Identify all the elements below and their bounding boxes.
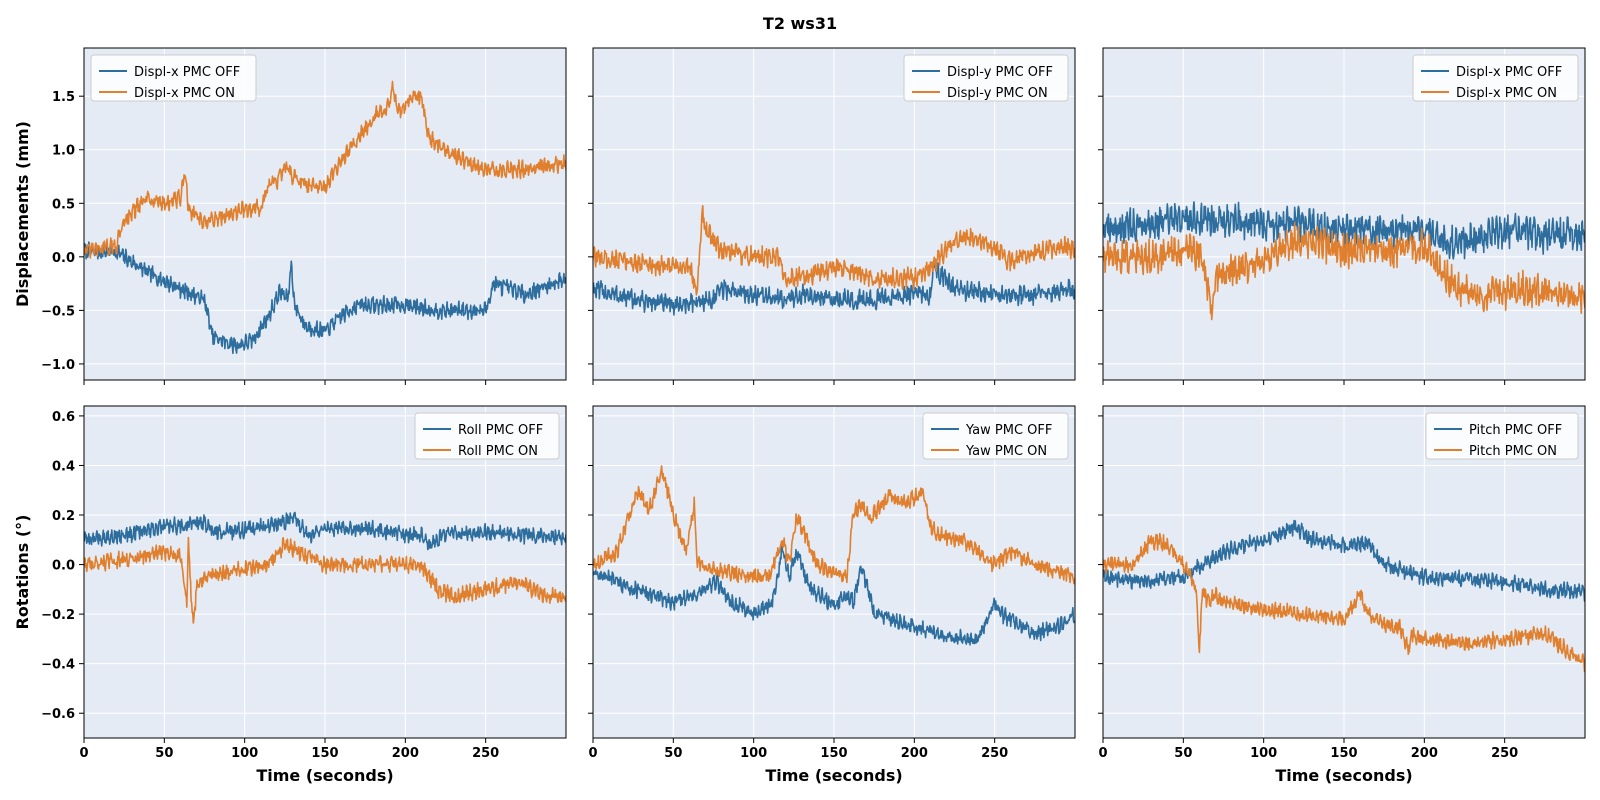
legend-label: Yaw PMC ON (965, 444, 1047, 459)
legend: Displ-x PMC OFF Displ-x PMC ON (1412, 54, 1579, 102)
plot-frame (83, 405, 567, 739)
y-tick-label: 1.5 (52, 90, 75, 105)
y-tick-label: 0.0 (52, 251, 75, 266)
legend-label: Displ-y PMC ON (947, 86, 1048, 101)
subplot-bottom-left: 0 50 100 150 200 250 −0.6 −0.4 −0.2 0.0 0.2 0.4 0.6 T… (13, 405, 567, 785)
x-tick-label: 200 (1411, 746, 1438, 761)
series-line-off (593, 260, 1075, 316)
legend-label: Displ-x PMC ON (134, 86, 235, 101)
x-axis-label: Time (seconds) (1275, 766, 1412, 785)
x-tick-label: 250 (1491, 746, 1518, 761)
series-line-off (84, 511, 566, 551)
legend-box (1412, 54, 1579, 102)
plot-frame (592, 47, 1076, 381)
legend-label: Displ-x PMC OFF (134, 65, 240, 80)
plot-frame (1102, 405, 1586, 739)
plot-frame (592, 405, 1076, 739)
legend-box (414, 412, 560, 460)
series-line-on (84, 80, 566, 259)
series-line-off (1103, 201, 1585, 260)
x-tick-label: 200 (392, 746, 419, 761)
x-tick-label: 100 (740, 746, 767, 761)
x-tick-label: 250 (472, 746, 499, 761)
series-line-off (593, 545, 1075, 646)
plot-frame (83, 47, 567, 381)
legend-label: Pitch PMC OFF (1469, 423, 1562, 438)
subplot-top-left: −1.0 −0.5 0.0 0.5 1.0 1.5 Displacements (mm) Di… (13, 47, 567, 385)
x-tick-label: 150 (820, 746, 847, 761)
figure-title: T2 ws31 (763, 14, 837, 33)
legend-box (903, 54, 1069, 102)
legend-label: Roll PMC ON (458, 444, 538, 459)
series-line-on (593, 205, 1075, 296)
legend-box (1425, 412, 1579, 460)
plot-frame (1102, 47, 1586, 381)
subplot-bottom-right: 0 50 100 150 200 250 Time (seconds) Pitch PMC O… (1098, 405, 1586, 785)
legend: Roll PMC OFF Roll PMC ON (414, 412, 560, 460)
x-axis-label: Time (seconds) (256, 766, 393, 785)
y-tick-label: −0.2 (41, 608, 75, 623)
x-tick-label: 50 (664, 746, 682, 761)
y-tick-label: −0.6 (41, 707, 75, 722)
x-tick-label: 0 (79, 746, 88, 761)
legend: Displ-y PMC OFF Displ-y PMC ON (903, 54, 1069, 102)
y-tick-label: 0.2 (52, 509, 75, 524)
subplot-top-right: Displ-x PMC OFF Displ-x PMC ON (1098, 47, 1586, 385)
series-line-on (84, 536, 566, 624)
y-tick-label: 0.5 (52, 197, 75, 212)
legend: Yaw PMC OFF Yaw PMC ON (922, 412, 1069, 460)
x-tick-label: 150 (1330, 746, 1357, 761)
subplot-top-middle: Displ-y PMC OFF Displ-y PMC ON (588, 47, 1076, 385)
y-tick-label: −1.0 (41, 358, 75, 373)
series-line-off (84, 241, 566, 355)
subplot-bottom-middle: 0 50 100 150 200 250 Time (seconds) Yaw PMC OFF… (588, 405, 1076, 785)
x-tick-label: 50 (155, 746, 173, 761)
series-line-on (593, 465, 1075, 585)
y-tick-label: −0.4 (41, 658, 75, 673)
y-tick-label: 0.0 (52, 559, 75, 574)
y-tick-label: 0.6 (52, 410, 75, 425)
y-tick-label: −0.5 (41, 304, 75, 319)
legend-label: Displ-y PMC OFF (947, 65, 1053, 80)
legend: Pitch PMC OFF Pitch PMC ON (1425, 412, 1579, 460)
x-tick-label: 100 (1250, 746, 1277, 761)
legend-box (90, 54, 257, 102)
legend-label: Yaw PMC OFF (965, 423, 1052, 438)
series-line-on (1103, 532, 1585, 673)
y-axis-label: Displacements (mm) (13, 121, 32, 307)
x-tick-label: 250 (981, 746, 1008, 761)
legend: Displ-x PMC OFF Displ-x PMC ON (90, 54, 257, 102)
y-tick-label: 0.4 (52, 459, 75, 474)
legend-label: Displ-x PMC ON (1456, 86, 1557, 101)
x-tick-label: 50 (1174, 746, 1192, 761)
x-tick-label: 200 (901, 746, 928, 761)
y-tick-label: 1.0 (52, 144, 75, 159)
x-tick-label: 100 (231, 746, 258, 761)
legend-box (922, 412, 1069, 460)
legend-label: Pitch PMC ON (1469, 444, 1557, 459)
legend-label: Roll PMC OFF (458, 423, 543, 438)
series-line-on (1103, 222, 1585, 321)
legend-label: Displ-x PMC OFF (1456, 65, 1562, 80)
subplot-grid: −1.0 −0.5 0.0 0.5 1.0 1.5 Displacements (mm) Di… (13, 47, 1586, 785)
x-tick-label: 0 (588, 746, 597, 761)
x-tick-label: 150 (311, 746, 338, 761)
x-axis-label: Time (seconds) (765, 766, 902, 785)
series-line-off (1103, 519, 1585, 602)
y-axis-label: Rotations (°) (13, 515, 32, 630)
x-tick-label: 0 (1098, 746, 1107, 761)
